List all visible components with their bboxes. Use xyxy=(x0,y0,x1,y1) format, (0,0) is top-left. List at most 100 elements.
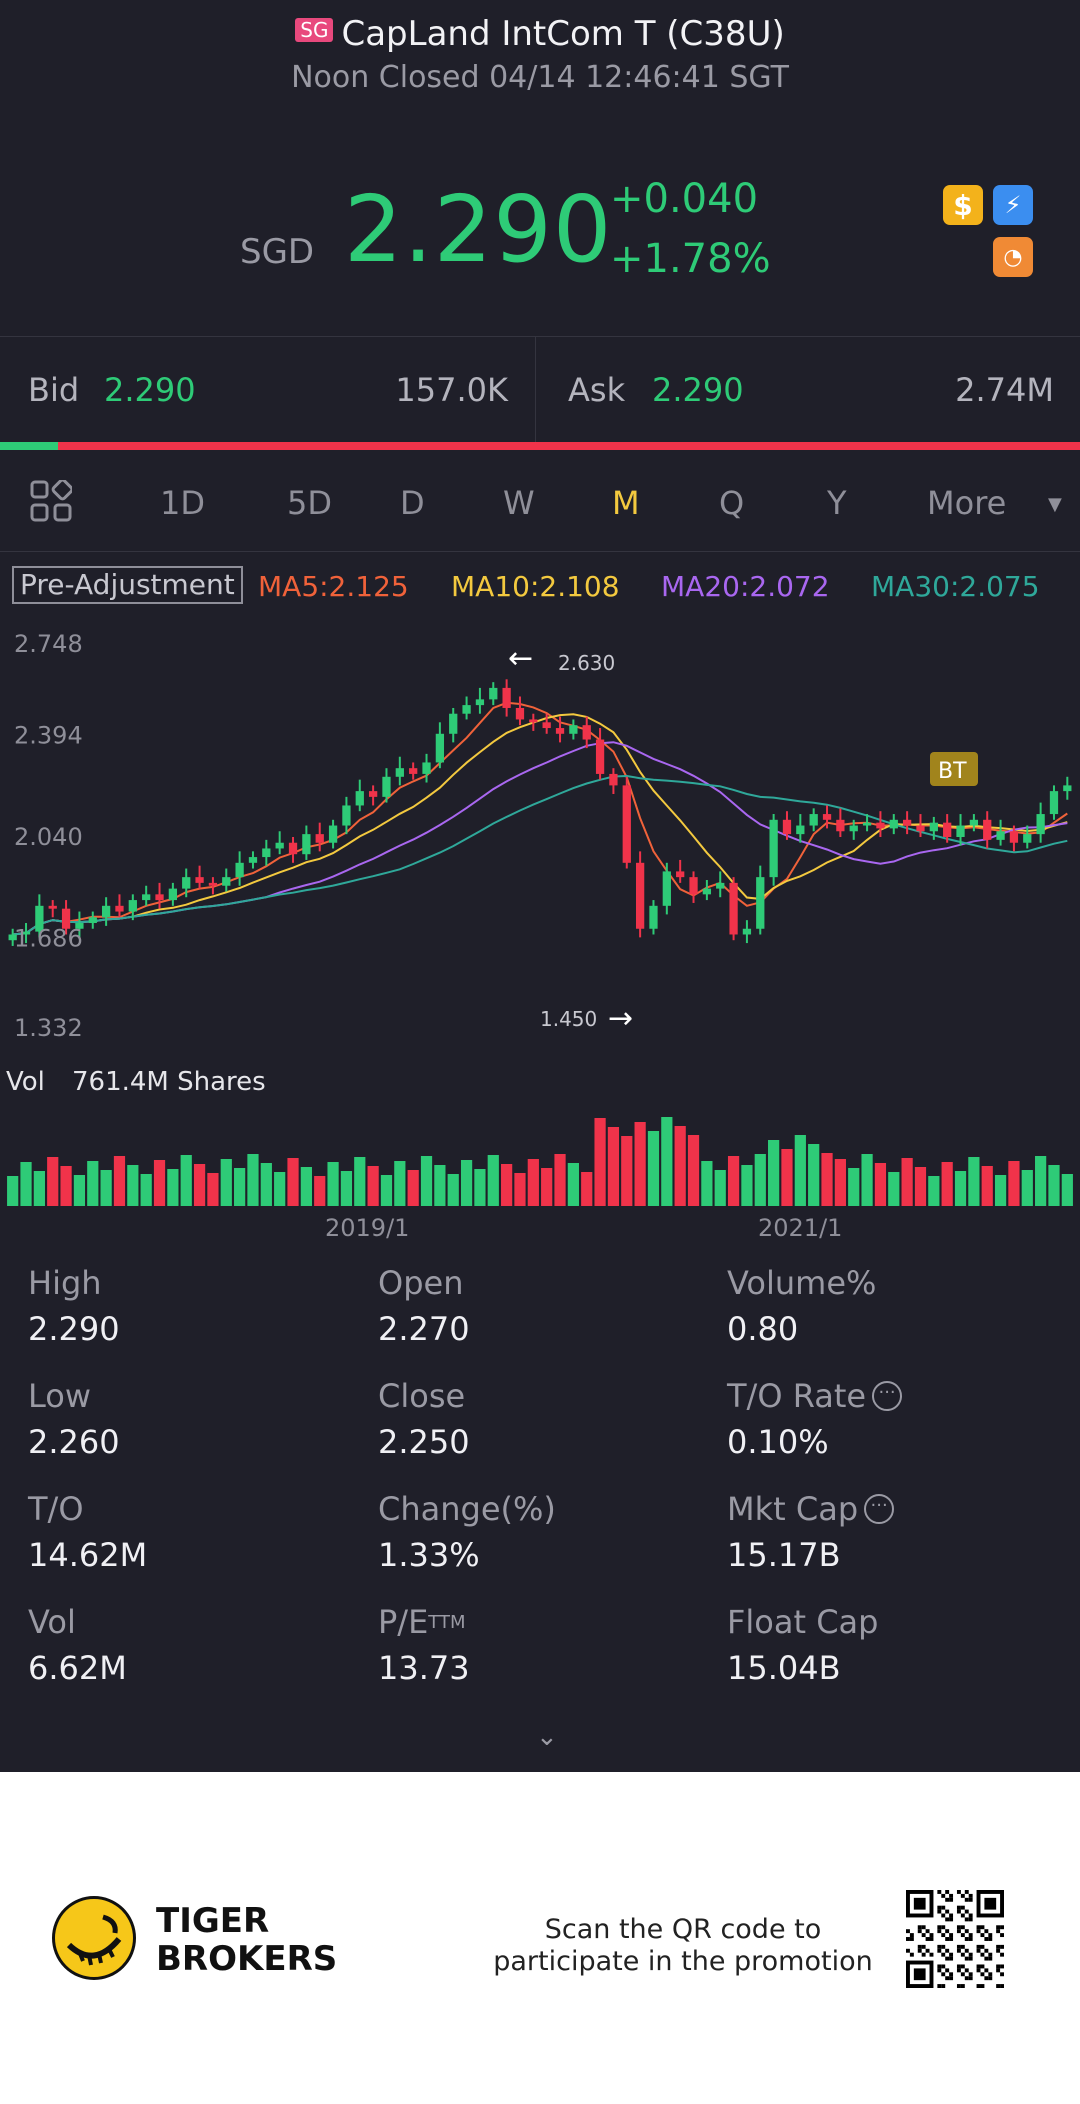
bid-volume: 157.0K xyxy=(395,371,508,409)
candle-body xyxy=(929,822,938,832)
stat-label: T/O xyxy=(28,1490,84,1528)
candle-body xyxy=(35,905,44,932)
low-arrow-icon: → xyxy=(608,1001,633,1036)
expand-chevron-icon[interactable]: ⌄ xyxy=(536,1722,558,1752)
flash-icon[interactable]: ⚡ xyxy=(993,185,1033,225)
tab-y[interactable]: Y xyxy=(827,484,847,522)
quote-header: SG CapLand IntCom T (C38U) Noon Closed 04… xyxy=(0,0,1080,336)
stat-label: Mkt Cap ··· xyxy=(727,1490,1047,1528)
stat-label: Volume% xyxy=(727,1264,877,1302)
dollar-icon[interactable]: $ xyxy=(943,185,983,225)
stat-volume: Volume% 0.80 xyxy=(727,1264,1047,1348)
brand-line2: BROKERS xyxy=(156,1939,338,1979)
candle-body xyxy=(555,728,565,734)
volume-bar xyxy=(340,1171,353,1206)
candle-body xyxy=(622,785,631,863)
tab-q[interactable]: Q xyxy=(719,484,745,522)
candle-body xyxy=(689,877,698,895)
more-dropdown-icon[interactable]: ▼ xyxy=(1048,494,1062,515)
period-tabs: 1D 5D D W M Q Y More ▼ xyxy=(0,456,1080,552)
price-change-pct: +1.78% xyxy=(610,236,771,282)
candle-body xyxy=(849,825,858,832)
candle-body xyxy=(355,791,364,806)
candle-body xyxy=(729,882,738,935)
candle-body xyxy=(956,825,965,837)
stat-t-o: T/O 14.62M xyxy=(28,1490,348,1574)
bid-ratio-fill xyxy=(0,442,59,450)
tab-1d[interactable]: 1D xyxy=(160,484,205,522)
volume-bar xyxy=(647,1131,660,1206)
ma30-value: MA30:2.075 xyxy=(871,570,1040,603)
candle-body xyxy=(595,739,605,774)
promo-text-line1: Scan the QR code to xyxy=(544,1914,822,1945)
stat-label: Low xyxy=(28,1377,92,1415)
tab-d[interactable]: D xyxy=(400,484,425,522)
volume-bar xyxy=(954,1171,967,1206)
candle-body xyxy=(195,877,204,883)
layout-grid-icon[interactable] xyxy=(30,480,72,522)
volume-bar xyxy=(100,1170,112,1206)
stat-label: Vol xyxy=(28,1603,76,1641)
ma5-value: MA5:2.125 xyxy=(258,570,409,603)
volume-bar xyxy=(621,1136,633,1206)
candle-body xyxy=(582,725,591,740)
volume-label: Vol xyxy=(6,1067,45,1097)
candle-body xyxy=(382,776,391,797)
candle-body xyxy=(128,900,137,912)
qr-code[interactable] xyxy=(906,1890,1004,1988)
volume-bar xyxy=(394,1161,406,1206)
candle-body xyxy=(275,842,284,849)
candle-body xyxy=(662,871,671,906)
stat-change: Change(%) 1.33% xyxy=(378,1490,698,1574)
tab-m[interactable]: M xyxy=(612,484,640,522)
info-icon[interactable]: ··· xyxy=(872,1381,903,1411)
info-icon[interactable]: ··· xyxy=(864,1494,895,1524)
stat-value: 2.260 xyxy=(28,1423,120,1461)
candlestick-chart[interactable]: 2.748 2.394 2.040 1.686 1.332 2.630 ← 1.450 → BT V… xyxy=(0,610,1080,1230)
y-tick-label: 1.332 xyxy=(14,1014,83,1042)
candle-body xyxy=(542,722,551,729)
volume-bar xyxy=(1035,1156,1047,1206)
candle-body xyxy=(983,819,992,840)
volume-bar xyxy=(274,1172,286,1206)
volume-bar xyxy=(447,1174,459,1206)
candle-body xyxy=(489,687,498,700)
ask-section: Ask 2.290 2.74M xyxy=(535,337,1075,443)
volume-bar xyxy=(354,1157,366,1206)
tiger-logo xyxy=(52,1896,136,1980)
volume-bar xyxy=(60,1166,72,1206)
chart-icon[interactable]: ◔ xyxy=(993,237,1033,277)
tab-w[interactable]: W xyxy=(503,484,535,522)
pre-adjustment-button[interactable]: Pre-Adjustment xyxy=(12,566,243,604)
volume-bar xyxy=(1061,1174,1073,1206)
volume-bar xyxy=(901,1158,913,1206)
candle-body xyxy=(1036,814,1045,835)
volume-bar xyxy=(234,1168,246,1206)
stat-value: 0.10% xyxy=(727,1423,829,1461)
tab-more[interactable]: More xyxy=(927,484,1007,522)
volume-bar xyxy=(287,1158,299,1206)
y-tick-label: 2.394 xyxy=(14,722,83,750)
ask-label: Ask xyxy=(568,371,626,409)
volume-bar xyxy=(47,1157,59,1206)
volume-bar xyxy=(140,1174,152,1206)
candle-body xyxy=(248,857,258,863)
volume-bar xyxy=(808,1144,820,1206)
tab-5d[interactable]: 5D xyxy=(287,484,332,522)
volume-bar xyxy=(541,1168,553,1206)
volume-bar xyxy=(741,1165,753,1206)
candle-body xyxy=(435,733,445,763)
volume-bar xyxy=(874,1163,887,1206)
candle-body xyxy=(315,834,324,843)
volume-bar xyxy=(33,1171,45,1206)
candle-body xyxy=(1063,785,1072,792)
stat-label: Change(%) xyxy=(378,1490,556,1528)
candle-body xyxy=(822,814,832,820)
stat-value: 2.270 xyxy=(378,1310,470,1348)
candle-body xyxy=(635,862,645,929)
volume-bar xyxy=(581,1172,593,1206)
currency-label: SGD xyxy=(240,232,315,272)
candle-body xyxy=(475,699,485,706)
volume-bar xyxy=(474,1169,486,1206)
candle-body xyxy=(61,908,71,929)
